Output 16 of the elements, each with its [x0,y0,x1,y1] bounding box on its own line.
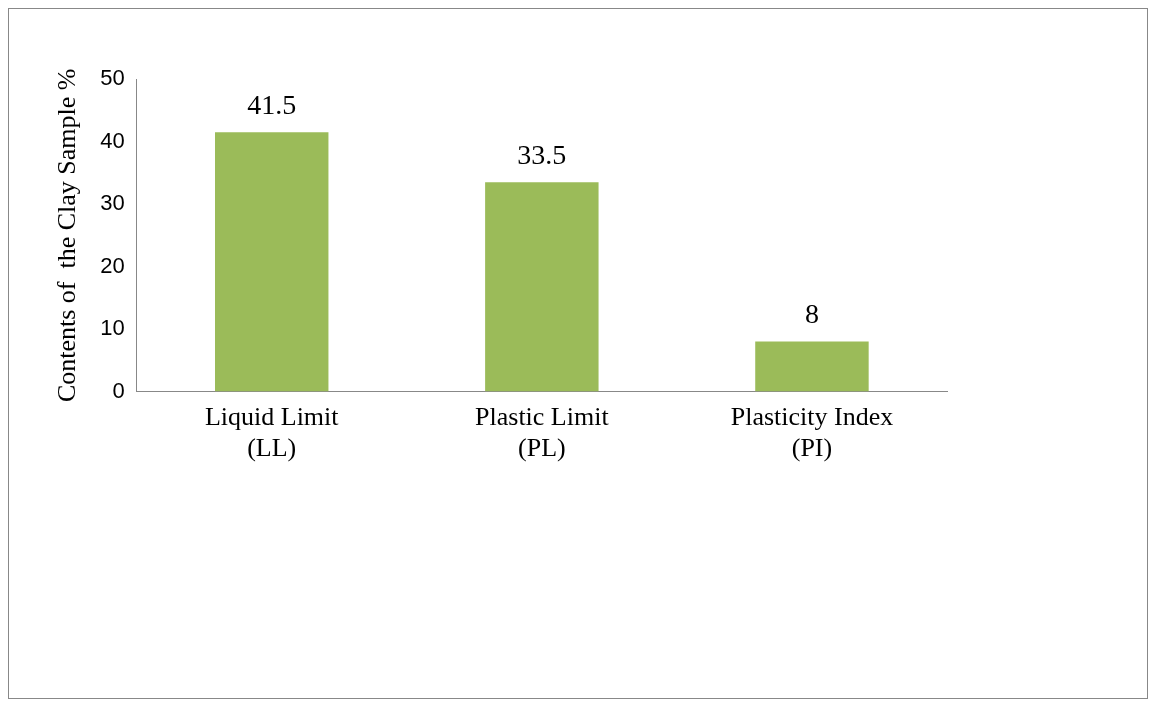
data-label: 41.5 [247,88,297,120]
y-tick-label: 50 [100,65,125,91]
y-tick-label: 40 [100,127,125,153]
data-label: 33.5 [517,138,567,170]
bar [485,182,599,392]
y-tick-label: 10 [100,315,125,341]
data-label: 8 [804,297,819,329]
y-tick-label: 30 [100,190,125,216]
x-tick-label: Plastic Limit (PL) [475,402,610,463]
bar [215,132,329,392]
y-tick-label: 0 [112,377,125,403]
y-tick-label: 20 [100,252,125,278]
y-axis-title: Contents of the Clay Sample % [52,68,82,403]
x-tick-label: Liquid Limit (LL) [204,402,340,463]
bar [755,341,869,392]
x-tick-label: Plasticity Index (PI) [730,402,894,463]
